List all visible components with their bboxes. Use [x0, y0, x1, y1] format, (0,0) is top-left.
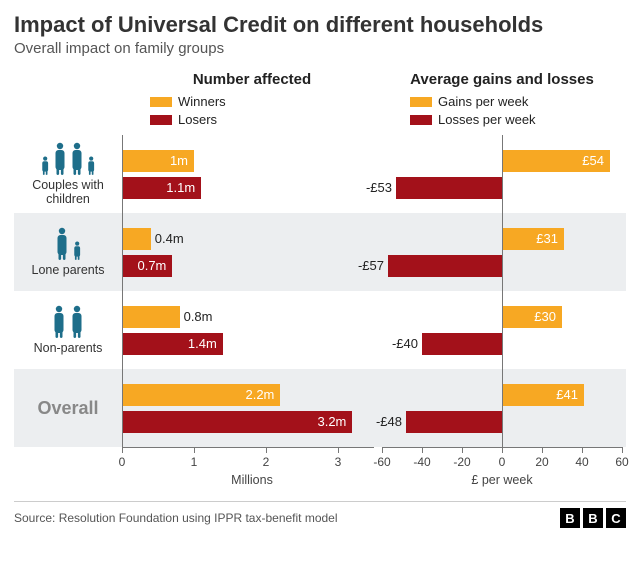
- footer: Source: Resolution Foundation using IPPR…: [14, 501, 626, 528]
- bar-label: 1.4m: [122, 333, 223, 355]
- axis-tick-label: -40: [413, 455, 430, 469]
- bar-label: -£40: [392, 333, 418, 355]
- axis-title: Millions: [231, 473, 273, 487]
- category-label: Overall: [37, 398, 98, 419]
- left-column-title: Number affected: [122, 71, 382, 88]
- axis-tick-label: 0: [499, 455, 506, 469]
- legend-losses: Losses per week: [410, 112, 536, 127]
- left-bars: 0.8m 1.4m: [122, 291, 382, 369]
- legend-winners: Winners: [150, 94, 226, 109]
- category-label: Non-parents: [34, 341, 103, 355]
- axis-title: £ per week: [471, 473, 532, 487]
- right-legend: Gains per week Losses per week: [382, 94, 622, 127]
- bar-winners: [122, 306, 180, 328]
- bar-losers: [406, 411, 502, 433]
- bar-label: 0.8m: [184, 306, 213, 328]
- bar-label: £31: [502, 228, 564, 250]
- right-axis: -60-40-200204060£ per week: [382, 447, 622, 495]
- bar-label: -£48: [376, 411, 402, 433]
- chart-title: Impact of Universal Credit on different …: [14, 12, 626, 38]
- bar-losers: [388, 255, 502, 277]
- swatch-gains: [410, 97, 432, 107]
- category-label: Couples with children: [32, 178, 104, 207]
- row-overall: Overall2.2m3.2m£41-£48: [14, 369, 626, 447]
- couple-icon: [51, 305, 85, 339]
- columns-header: Number affected Winners Losers Average g…: [14, 71, 626, 135]
- swatch-losers: [150, 115, 172, 125]
- family4-icon: [40, 142, 96, 176]
- bar-label: -£57: [358, 255, 384, 277]
- x-axes: 0 1 2 3 Millions -60 -40 -20 0 20 40 60 £ per week: [14, 447, 626, 495]
- category-cell: Overall: [14, 369, 122, 447]
- bbc-box-2: B: [583, 508, 603, 528]
- axis-tick-label: 1: [191, 455, 198, 469]
- right-bars: £54-£53: [382, 135, 622, 213]
- bar-label: 1.1m: [122, 177, 201, 199]
- bbc-box-1: B: [560, 508, 580, 528]
- category-cell: Non-parents: [14, 291, 122, 369]
- bar-label: £41: [502, 384, 584, 406]
- bar-label: £30: [502, 306, 562, 328]
- axis-tick-label: 2: [263, 455, 270, 469]
- swatch-winners: [150, 97, 172, 107]
- bar-label: 2.2m: [122, 384, 280, 406]
- category-label: Lone parents: [32, 263, 105, 277]
- bar-label: -£53: [366, 177, 392, 199]
- row-lone-parents: Lone parents0.4m0.7m£31-£57: [14, 213, 626, 291]
- source-text: Source: Resolution Foundation using IPPR…: [14, 511, 338, 525]
- lone-icon: [54, 227, 82, 261]
- axis-tick-label: 40: [575, 455, 588, 469]
- bar-losers: [396, 177, 502, 199]
- left-legend: Winners Losers: [122, 94, 382, 127]
- legend-gains: Gains per week: [410, 94, 528, 109]
- category-cell: Couples with children: [14, 135, 122, 213]
- legend-losers: Losers: [150, 112, 217, 127]
- bar-label: 1m: [122, 150, 194, 172]
- right-column-title: Average gains and losses: [382, 71, 622, 88]
- category-cell: Lone parents: [14, 213, 122, 291]
- chart-subtitle: Overall impact on family groups: [14, 40, 626, 57]
- axis-tick-label: 20: [535, 455, 548, 469]
- bar-label: 0.7m: [122, 255, 172, 277]
- right-bars: £41-£48: [382, 369, 622, 447]
- row-couples-with-children: Couples with children1m1.1m£54-£53: [14, 135, 626, 213]
- left-bars: 2.2m 3.2m: [122, 369, 382, 447]
- bbc-logo: B B C: [560, 508, 626, 528]
- axis-tick-label: 60: [615, 455, 628, 469]
- data-rows: Couples with children1m1.1m£54-£53 Lone …: [14, 135, 626, 447]
- chart-container: Impact of Universal Credit on different …: [0, 0, 640, 536]
- left-bars: 0.4m 0.7m: [122, 213, 382, 291]
- left-bars: 1m 1.1m: [122, 135, 382, 213]
- bar-winners: [122, 228, 151, 250]
- bar-label: 3.2m: [122, 411, 352, 433]
- axis-tick-label: 3: [335, 455, 342, 469]
- axis-tick-label: -60: [373, 455, 390, 469]
- axis-tick-label: 0: [119, 455, 126, 469]
- right-bars: £30 -£40: [382, 291, 622, 369]
- bar-losers: [422, 333, 502, 355]
- swatch-losses: [410, 115, 432, 125]
- bar-label: £54: [502, 150, 610, 172]
- right-bars: £31-£57: [382, 213, 622, 291]
- bbc-box-3: C: [606, 508, 626, 528]
- left-axis: 0 1 2 3 Millions: [122, 447, 382, 495]
- bar-label: 0.4m: [155, 228, 184, 250]
- row-non-parents: Non-parents 0.8m 1.4m £30 -£40: [14, 291, 626, 369]
- axis-tick-label: -20: [453, 455, 470, 469]
